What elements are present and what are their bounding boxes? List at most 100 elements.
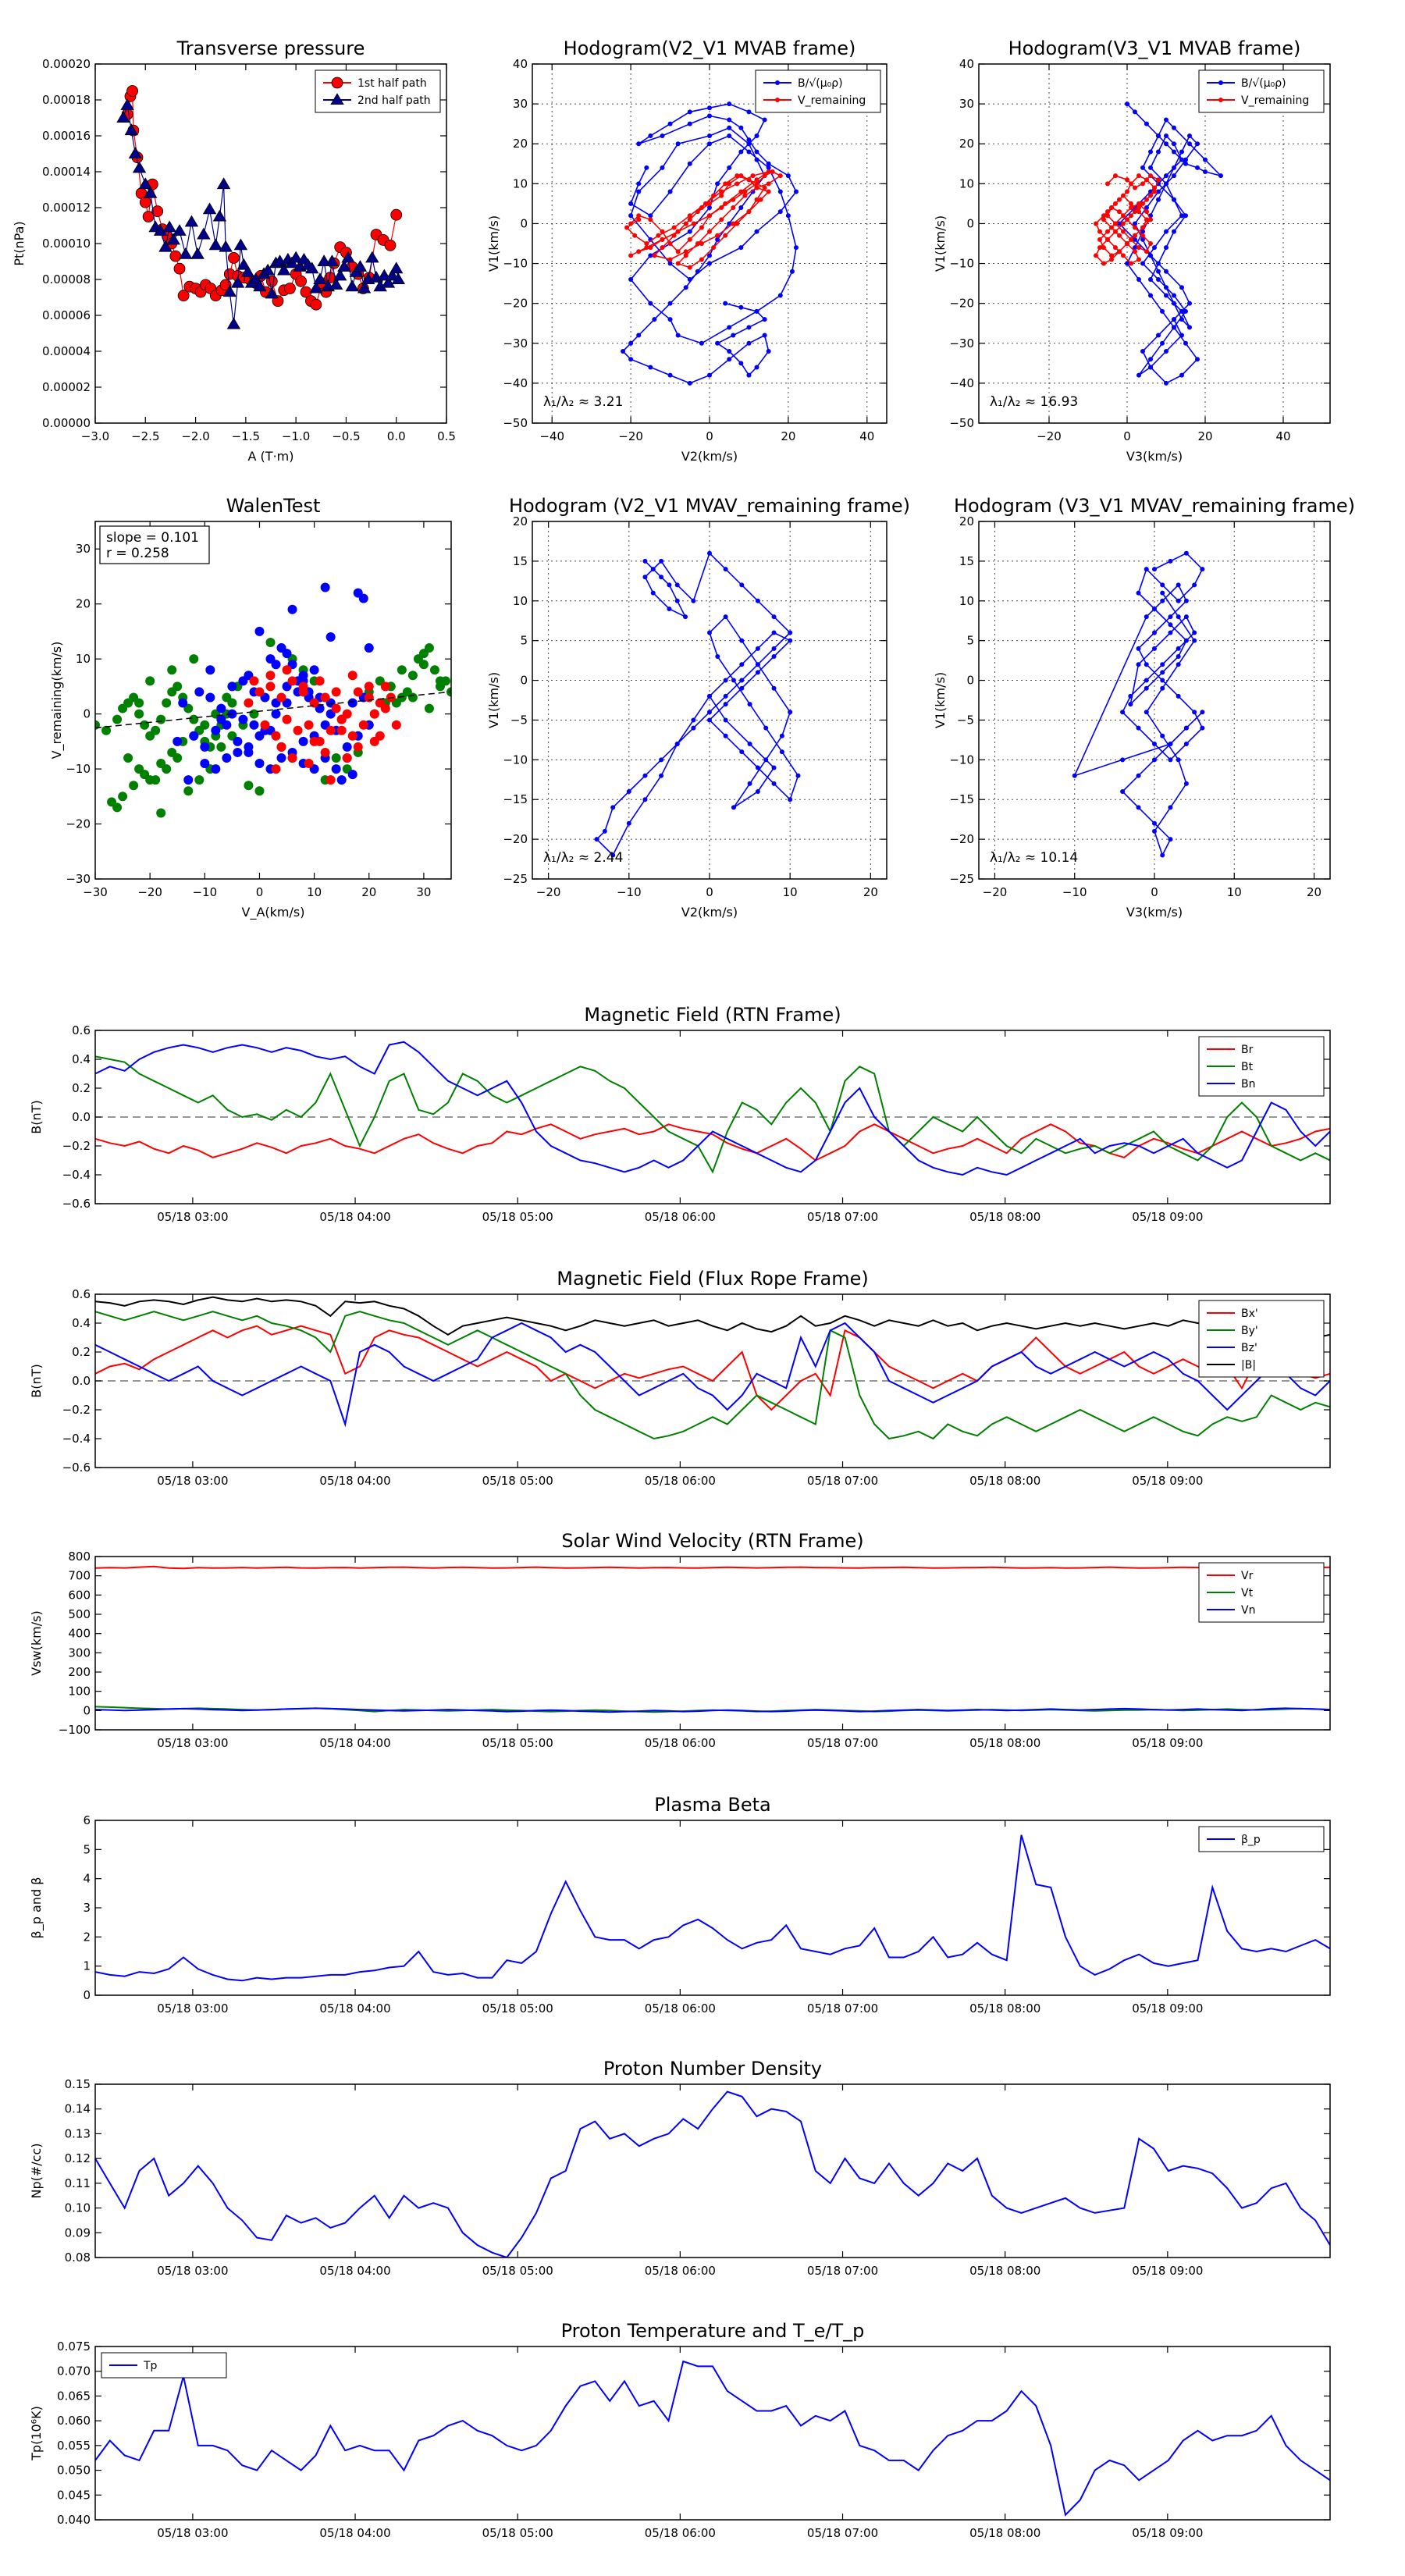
data-point: [304, 720, 314, 730]
y-tick-label: 20: [513, 514, 528, 528]
data-point: [1109, 225, 1114, 230]
data-point: [1176, 598, 1181, 603]
legend-box: [755, 69, 881, 113]
data-point: [667, 301, 673, 306]
data-point: [183, 775, 194, 785]
data-point: [636, 249, 642, 254]
data-point: [1148, 149, 1153, 155]
data-point: [691, 221, 696, 226]
legend-marker: [331, 76, 343, 89]
data-point: [667, 372, 673, 378]
legend-label: Vn: [1241, 1604, 1255, 1617]
y-tick-label: 0: [520, 216, 528, 230]
series-line: [596, 552, 799, 856]
data-point: [265, 681, 276, 692]
data-point: [139, 196, 151, 208]
chart-title: Hodogram(V3_V1 MVAB frame): [1008, 37, 1301, 59]
data-point: [1156, 189, 1161, 194]
data-point: [636, 333, 642, 338]
data-point: [687, 265, 692, 270]
data-point: [628, 253, 634, 258]
data-point: [194, 687, 205, 697]
y-tick-label: 40: [959, 57, 974, 71]
legend: Br Bt Bn: [1198, 1036, 1325, 1097]
chart-title: Plasma Beta: [654, 1794, 770, 1816]
data-point: [364, 692, 374, 703]
y-tick-label: 0: [966, 216, 974, 230]
data-point: [1140, 261, 1145, 266]
data-point: [1172, 229, 1176, 234]
data-point: [1187, 141, 1192, 147]
plot-area: [95, 1296, 1330, 1440]
data-point: [391, 272, 405, 285]
legend: β_p: [1198, 1826, 1325, 1852]
x-tick-label: 30: [416, 885, 431, 899]
x-tick-label: 05/18 09:00: [1132, 1736, 1203, 1750]
data-point: [648, 133, 653, 138]
data-point: [282, 665, 292, 675]
x-tick-label: −30: [83, 885, 108, 899]
y-tick-label: −0.2: [62, 1139, 91, 1153]
data-point: [1176, 614, 1181, 620]
y-tick-label: 0.00008: [42, 272, 91, 286]
data-point: [656, 233, 661, 238]
y-tick-label: 0.065: [57, 2389, 91, 2403]
data-point: [707, 113, 712, 119]
series-line: [95, 1041, 1330, 1176]
data-point: [671, 225, 677, 230]
data-point: [1168, 622, 1173, 628]
data-point: [260, 720, 270, 730]
legend-label: Vt: [1241, 1587, 1254, 1599]
y-tick-label: 0.2: [72, 1345, 91, 1359]
y-tick-label: 15: [959, 554, 974, 568]
x-tick-label: 05/18 04:00: [319, 1210, 390, 1224]
data-point: [738, 245, 744, 251]
data-point: [369, 736, 379, 746]
data-point: [357, 281, 372, 294]
data-point: [667, 606, 672, 611]
series-line: [95, 1055, 1330, 1174]
data-point: [746, 209, 752, 215]
data-point: [707, 205, 712, 210]
series-line: [95, 1707, 1330, 1713]
data-point: [347, 698, 357, 708]
y-tick-label: 0.055: [57, 2439, 91, 2453]
data-point: [755, 789, 760, 795]
data-point: [240, 265, 255, 277]
data-point: [1136, 725, 1141, 731]
x-axis-label: V3(km/s): [1126, 449, 1183, 464]
y-tick-label: 300: [68, 1646, 91, 1660]
data-point: [169, 250, 182, 262]
data-point: [1148, 193, 1153, 198]
data-point: [1136, 372, 1141, 378]
data-point: [1164, 181, 1168, 187]
data-point: [345, 279, 359, 292]
data-point: [1140, 233, 1145, 238]
data-point: [715, 237, 720, 242]
data-point: [1148, 293, 1153, 298]
axes-frame: [94, 2083, 1331, 2258]
data-point: [1179, 213, 1184, 219]
data-point: [305, 262, 319, 274]
data-point: [779, 749, 784, 755]
data-point: [1140, 349, 1145, 354]
data-point: [364, 643, 374, 653]
x-tick-label: 05/18 04:00: [319, 1736, 390, 1750]
data-point: [691, 725, 696, 731]
data-point: [227, 681, 237, 692]
x-tick-label: −20: [137, 885, 162, 899]
data-point: [183, 786, 194, 796]
y-tick-label: 4: [83, 1872, 91, 1886]
x-axis-label: V3(km/s): [1126, 905, 1183, 920]
data-point: [762, 185, 767, 190]
data-point: [746, 340, 752, 346]
x-tick-label: 05/18 06:00: [645, 1474, 716, 1488]
data-point: [1113, 245, 1118, 251]
data-point: [762, 317, 767, 322]
data-point: [1192, 710, 1197, 715]
data-point: [746, 141, 752, 147]
data-point: [636, 217, 642, 222]
x-tick-label: 40: [1275, 429, 1290, 443]
data-point: [785, 173, 791, 179]
data-point: [702, 201, 708, 206]
